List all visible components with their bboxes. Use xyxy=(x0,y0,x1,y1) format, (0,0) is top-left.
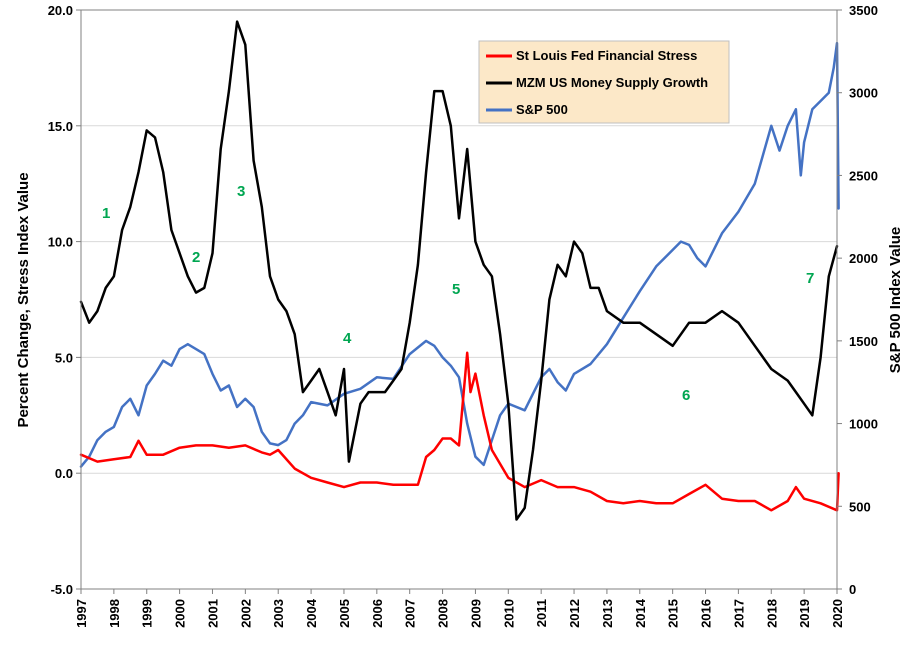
right-tick-label: 1000 xyxy=(849,417,878,432)
right-tick-label: 2500 xyxy=(849,168,878,183)
x-tick-label: 2014 xyxy=(633,598,648,628)
right-tick-label: 0 xyxy=(849,582,856,597)
x-tick-label: 2006 xyxy=(370,599,385,628)
x-tick-label: 2019 xyxy=(797,599,812,628)
series-line-stress xyxy=(79,351,840,512)
legend: St Louis Fed Financial Stress MZM US Mon… xyxy=(478,40,730,124)
x-tick-label: 2020 xyxy=(830,599,845,628)
x-tick-label: 2004 xyxy=(304,598,319,628)
legend-label-sp500: S&P 500 xyxy=(516,102,568,117)
legend-label-stress: St Louis Fed Financial Stress xyxy=(516,48,697,63)
annotation-4: 4 xyxy=(343,330,352,347)
left-tick-label: -5.0 xyxy=(51,582,73,597)
right-axis-ticks: 0 500 1000 1500 2000 2500 3000 3500 xyxy=(837,3,878,597)
x-tick-label: 1997 xyxy=(74,599,89,628)
left-tick-label: 15.0 xyxy=(48,119,73,134)
left-axis-title: Percent Change, Stress Index Value xyxy=(15,172,32,427)
series-line-mzm xyxy=(79,20,839,521)
x-tick-label: 2003 xyxy=(271,599,286,628)
annotation-3: 3 xyxy=(237,183,245,200)
right-tick-label: 2000 xyxy=(849,251,878,266)
left-tick-label: 20.0 xyxy=(48,3,73,18)
x-axis-ticks: 1997 1998 1999 2000 2001 2002 2003 2004 2005 2006… xyxy=(74,589,845,628)
x-tick-label: 2005 xyxy=(337,599,352,628)
right-tick-label: 1500 xyxy=(849,334,878,349)
left-tick-label: 0.0 xyxy=(55,466,73,481)
x-tick-label: 2018 xyxy=(764,599,779,628)
annotation-2: 2 xyxy=(192,249,200,266)
right-tick-label: 3000 xyxy=(849,86,878,101)
x-tick-label: 2017 xyxy=(731,599,746,628)
x-tick-label: 2010 xyxy=(501,599,516,628)
annotation-5: 5 xyxy=(452,281,460,298)
x-tick-label: 1998 xyxy=(107,599,122,628)
x-tick-label: 2015 xyxy=(666,599,681,628)
legend-label-mzm: MZM US Money Supply Growth xyxy=(516,75,708,90)
x-tick-label: 2013 xyxy=(600,599,615,628)
x-tick-label: 2011 xyxy=(534,599,549,627)
legend-box xyxy=(478,40,730,124)
x-tick-label: 2000 xyxy=(173,599,188,628)
annotation-7: 7 xyxy=(806,270,814,287)
annotation-1: 1 xyxy=(102,205,110,222)
x-tick-label: 1999 xyxy=(140,599,155,628)
x-tick-label: 2001 xyxy=(205,599,220,628)
series-lines xyxy=(79,20,840,521)
series-line-sp500 xyxy=(79,41,840,468)
left-tick-label: 5.0 xyxy=(55,350,73,365)
left-axis-ticks: -5.0 0.0 5.0 10.0 15.0 20.0 xyxy=(48,3,81,597)
right-tick-label: 3500 xyxy=(849,3,878,18)
x-tick-label: 2012 xyxy=(567,599,582,628)
x-tick-label: 2007 xyxy=(403,599,418,628)
period-annotations: 1 2 3 4 5 6 7 xyxy=(102,183,814,404)
x-tick-label: 2002 xyxy=(238,599,253,628)
right-tick-label: 500 xyxy=(849,499,871,514)
x-tick-label: 2008 xyxy=(436,599,451,628)
right-axis-title: S&P 500 Index Value xyxy=(887,227,904,373)
x-tick-label: 2009 xyxy=(468,599,483,628)
plot-border xyxy=(80,9,838,590)
annotation-6: 6 xyxy=(682,387,690,404)
x-tick-label: 2016 xyxy=(699,599,714,628)
left-tick-label: 10.0 xyxy=(48,235,73,250)
